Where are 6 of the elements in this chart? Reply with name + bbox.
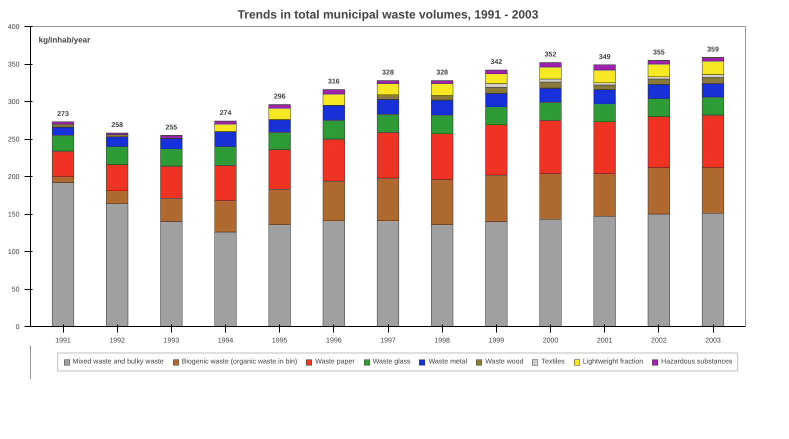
- bar: [702, 60, 724, 75]
- bar: [648, 64, 670, 77]
- y-axis-title: kg/inhab/year: [38, 36, 90, 44]
- bar: [485, 74, 508, 84]
- chart-title: Trends in total municipal waste volumes, 1991 - 2003: [238, 8, 539, 22]
- bar: [52, 122, 74, 124]
